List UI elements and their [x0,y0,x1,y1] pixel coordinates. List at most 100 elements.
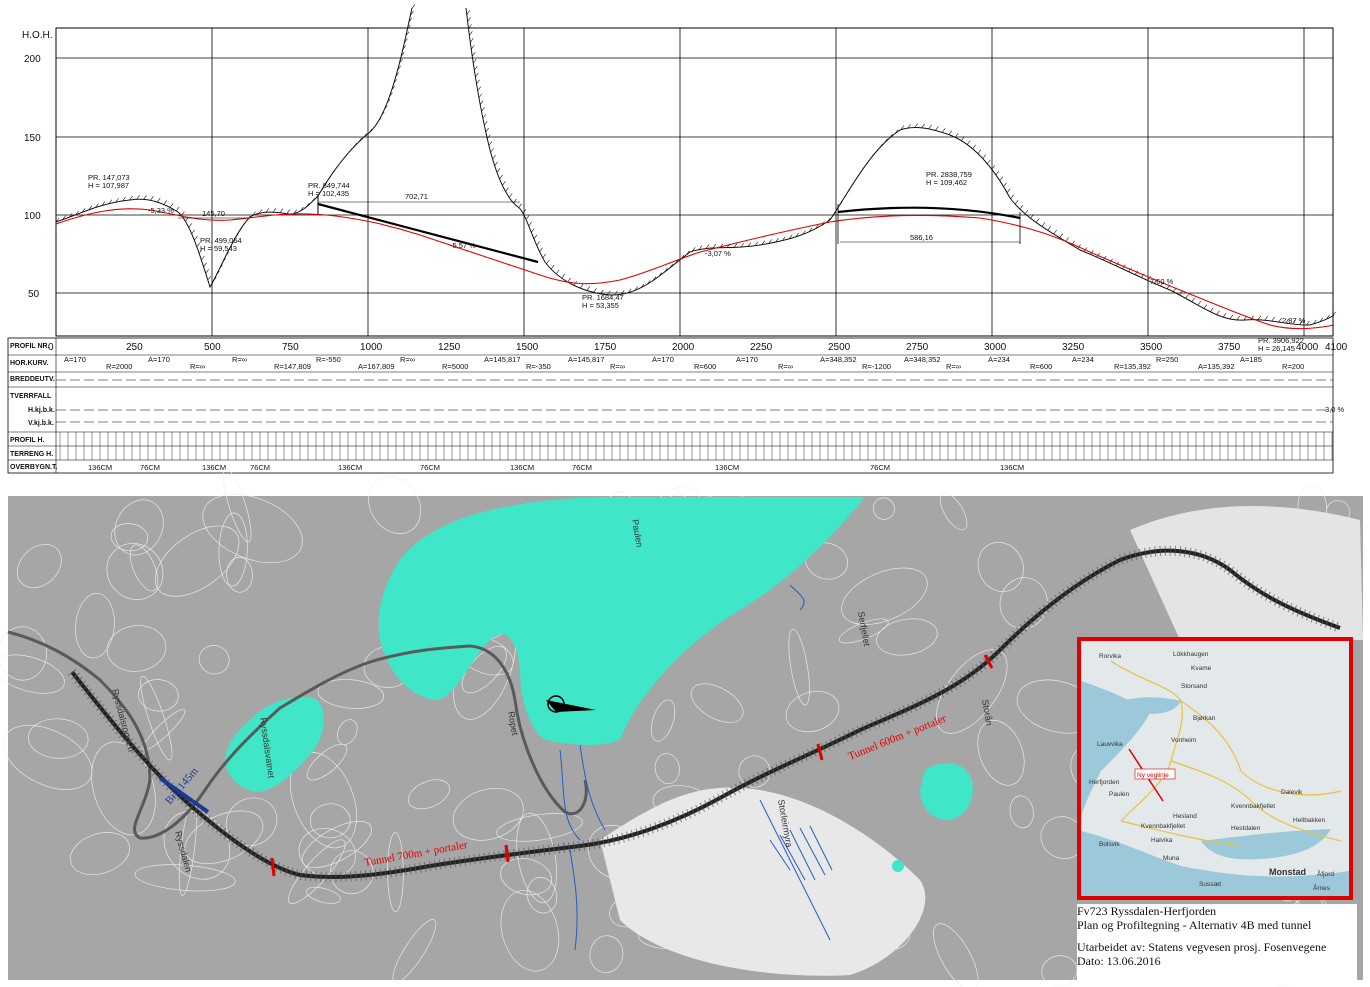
row-label-tverrfall: TVERRFALL [10,393,52,400]
curve-label-7: A=167,809 [358,362,395,371]
grade-6: 3,0 % [1325,405,1345,414]
inset-place-1: Lökkhaugen [1173,651,1209,658]
curve-label-19: R=-1200 [862,362,891,371]
y-tick-150: 150 [24,133,41,144]
lake-paulen [378,497,865,745]
inset-place-21: Årnes [1313,885,1330,892]
row-label-profil-h: PROFIL H. [10,437,45,444]
x-tick-10: 2500 [828,342,851,353]
curve-label-9: R=5000 [442,362,468,371]
y-tick-50: 50 [28,289,40,300]
x-tick-14: 3500 [1140,342,1163,353]
curve-label-4: R=∞ [232,355,247,364]
inset-route-label: Ny veglinje [1137,772,1169,779]
row-label-profil-nr: PROFIL NR. [10,343,50,350]
map-light-area [600,787,926,976]
hor-kurv-labels: A=170 R=2000 A=170 R=∞ R=∞ R=147,809 R=-550 A=1… [64,355,1304,371]
curve-label-1: R=2000 [106,362,132,371]
curve-label-15: R=600 [694,362,716,371]
dim-2: 702,71 [405,192,428,201]
overbygn-label-9: 76CM [870,463,890,472]
grade-1: -5,33 % [148,206,174,215]
inset-place-14: Halvika [1151,837,1173,844]
overbygn-label-2: 136CM [202,463,226,472]
pr2-line1: PR. 499,054 [200,236,242,245]
overbygn-label-6: 136CM [510,463,534,472]
overbygn-label-1: 76CM [140,463,160,472]
title-line-2: Plan og Profiltegning - Alternativ 4B me… [1077,918,1312,932]
profile-table: PROFIL NR. HOR.KURV. BREDDEUTV. TVERRFAL… [7,337,1334,474]
x-tick-0: 0 [48,342,54,353]
inset-place-20: Åfjord [1317,871,1334,878]
curve-label-16: A=170 [736,355,758,364]
pr3-line2: H = 102,435 [308,189,349,198]
grade-5: 2,87 % [1282,316,1306,325]
inset-place-3: Storsand [1181,683,1208,690]
curve-label-2: A=170 [148,355,170,364]
grade-4: 7,60 % [1150,277,1174,286]
curve-label-0: A=170 [64,355,86,364]
curve-label-28: A=185 [1240,355,1262,364]
inset-place-7: Herfjorden [1089,779,1120,786]
x-tick-3: 750 [282,342,299,353]
overbygn-label-4: 136CM [338,463,362,472]
curve-label-18: A=348,352 [820,355,857,364]
row-label-hor-kurv: HOR.KURV. [10,360,49,367]
title-line-3: Utarbeidet av: Statens vegvesen prosj. F… [1077,940,1327,954]
pr5-line1: PR. 2838,759 [926,170,972,179]
dim-3: 586,16 [910,233,933,242]
existing-road [7,630,588,840]
label-ropet: Ropet [506,711,520,737]
curve-label-6: R=-550 [316,355,341,364]
tunnel-portals [270,654,994,877]
inset-place-17: Hellbakken [1293,817,1326,824]
inset-place-4: Bjørkan [1193,715,1216,722]
curve-label-12: A=145,817 [568,355,605,364]
x-tick-11: 2750 [906,342,929,353]
pr2-line2: H = 59,543 [200,244,237,253]
curve-label-24: A=234 [1072,355,1094,364]
inset-place-13: Bolsvik [1099,841,1120,848]
inset-place-15: Muna [1163,855,1180,862]
design-profile-line [55,208,1335,330]
inset-location-map: Ny veglinje Rorvika Lökkhaugen Kvame Storsa… [1077,637,1353,900]
curve-label-8: R=∞ [400,355,415,364]
inset-place-8: Paulen [1109,791,1130,798]
pr6-line2: H = 26,145 [1258,344,1295,353]
x-tick-5: 1250 [438,342,461,353]
inset-place-6: Vonheim [1171,737,1197,744]
overbygn-label-7: 76CM [572,463,592,472]
inset-place-11: Hesland [1173,813,1197,820]
inset-place-16: Hestdalen [1231,825,1261,832]
title-block: Fv723 Ryssdalen-Herfjorden Plan og Profi… [1077,904,1357,984]
profile-section: H.O.H. 200 150 100 50 PR. 147,073 H = 10… [7,4,1348,474]
pond-1 [920,763,973,820]
inset-place-10: Dalevik [1281,789,1303,796]
row-label-h-kj: H.kj.b.k. [28,407,55,414]
inset-place-2: Kvame [1191,665,1212,672]
curve-label-21: R=∞ [946,362,961,371]
pr3-line1: PR. 849,744 [308,181,350,190]
y-tick-100: 100 [24,211,41,222]
grade-3: -3,07 % [705,249,731,258]
bridge-marker [158,776,210,814]
y-axis-title: H.O.H. [22,30,53,41]
curve-label-5: R=147,809 [274,362,311,371]
x-tick-9: 2250 [750,342,773,353]
row-label-v-kj: V.kj.b.k. [28,420,54,427]
x-tick-2: 500 [204,342,221,353]
x-axis-ticks: 0 250 500 750 1000 1250 1500 1750 2000 2250 2500 27… [48,342,1348,353]
curve-label-11: R=-350 [526,362,551,371]
title-line-1: Fv723 Ryssdalen-Herfjorden [1077,904,1217,918]
bridge-segment [317,202,539,264]
curve-label-22: A=234 [988,355,1010,364]
inset-place-5: Lauvvika [1097,741,1123,748]
pr1-line1: PR. 147,073 [88,173,130,182]
dim-1: 145,70 [202,209,225,218]
curve-label-14: A=170 [652,355,674,364]
streams [559,584,833,951]
inset-place-0: Rorvika [1099,653,1122,660]
inset-place-19: Monstad [1269,867,1306,877]
label-paulen: Paulen [630,519,645,548]
curve-label-25: R=135,392 [1114,362,1151,371]
